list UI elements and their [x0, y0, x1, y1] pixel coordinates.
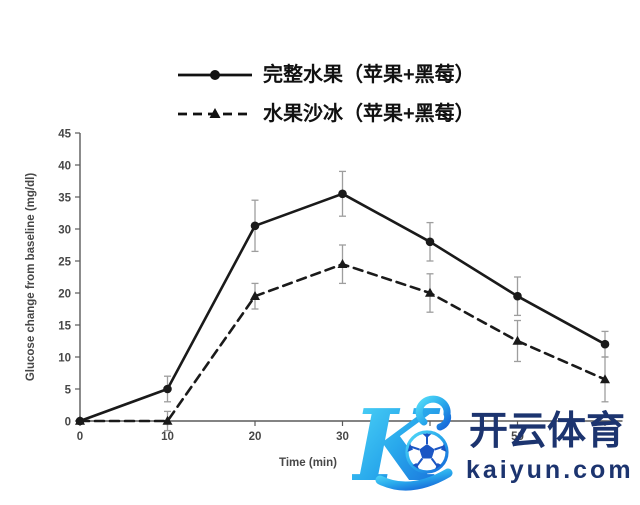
brand-domain: kaiyun.com: [466, 456, 634, 484]
data-point-circle: [250, 221, 260, 231]
series-line-0: [78, 192, 607, 423]
dashed-line-triangle-marker-icon: [178, 108, 252, 118]
data-point-triangle: [162, 415, 173, 425]
y-tick-label: 25: [58, 257, 71, 269]
data-point-triangle: [250, 291, 260, 300]
data-point-triangle: [425, 287, 435, 297]
y-tick-label: 35: [58, 193, 71, 205]
y-axis-title: Glucose change from baseline (mg/dl): [25, 173, 37, 381]
legend-label-whole-fruit: 完整水果（苹果+黑莓）: [263, 64, 475, 86]
kaiyun-watermark: K 开云体育: [352, 392, 640, 504]
x-tick-label: 20: [249, 431, 262, 443]
kaiyun-k-logo: K: [352, 392, 453, 498]
data-point-triangle: [75, 415, 85, 425]
y-tick-label: 5: [65, 385, 72, 397]
x-tick-label: 10: [161, 431, 174, 443]
data-point-triangle: [512, 335, 523, 345]
x-tick-label: 30: [336, 431, 349, 443]
y-tick-label: 20: [58, 289, 71, 301]
y-tick-label: 10: [58, 353, 71, 365]
x-tick-label: 50: [511, 431, 524, 443]
brand-name-chinese: 开云体育: [469, 410, 626, 453]
y-tick-label: 15: [58, 321, 71, 333]
swoosh-tail: [375, 468, 453, 491]
football-icon: [405, 430, 449, 474]
data-point-circle: [600, 339, 610, 349]
y-tick-label: 45: [58, 129, 71, 141]
data-point-circle: [425, 237, 435, 247]
legend-entry-smoothie: 水果沙冰（苹果+黑莓）: [176, 99, 475, 129]
data-point-circle: [338, 189, 347, 199]
data-point-circle: [163, 384, 172, 394]
data-point-triangle: [600, 374, 610, 384]
legend-entry-whole-fruit: 完整水果（苹果+黑莓）: [176, 60, 475, 90]
solid-line-circle-marker-icon: [178, 70, 252, 80]
x-axis-title: Time (min): [279, 457, 337, 469]
y-tick-label: 40: [58, 161, 71, 173]
x-tick-label: 0: [77, 431, 83, 443]
chart-legend: 完整水果（苹果+黑莓） 水果沙冰（苹果+黑莓）: [176, 60, 475, 138]
y-tick-label: 0: [65, 417, 71, 429]
swirl-flourish: [415, 395, 452, 431]
y-tick-label: 30: [58, 225, 71, 237]
data-point-circle: [513, 291, 522, 301]
legend-label-smoothie: 水果沙冰（苹果+黑莓）: [263, 103, 475, 125]
data-point-triangle: [337, 259, 348, 268]
